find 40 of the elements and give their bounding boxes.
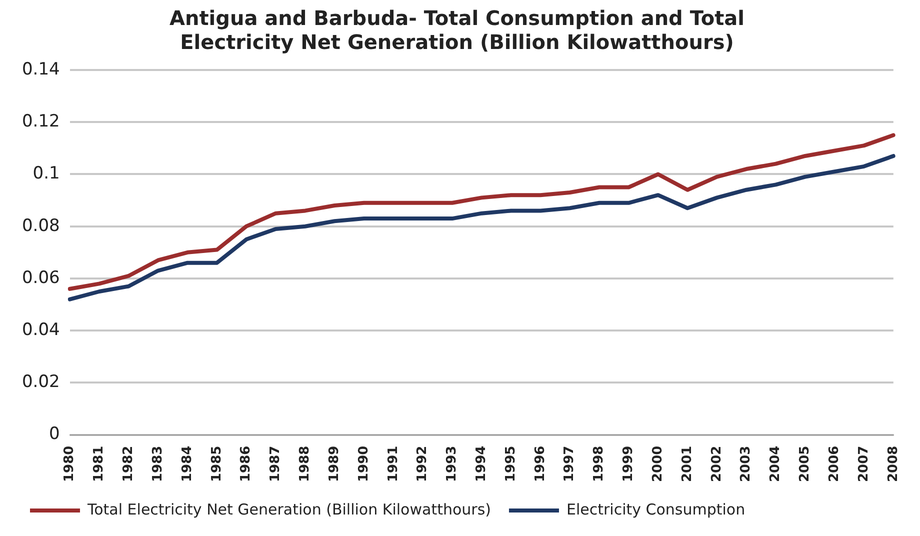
legend-label: Total Electricity Net Generation (Billion Kilowatthours) <box>86 500 491 518</box>
x-tick-label: 1991 <box>386 446 401 482</box>
y-tick-label: 0.06 <box>22 268 60 288</box>
y-tick-label: 0.12 <box>22 112 60 132</box>
x-tick-label: 2006 <box>826 446 842 482</box>
legend-label: Electricity Consumption <box>566 500 746 518</box>
x-tick-label: 1983 <box>150 446 166 482</box>
chart-title: Antigua and Barbuda- Total Consumption and Total Electricity Net Generation (Billion Kilowatthours) <box>170 6 744 54</box>
x-tick-label: 1997 <box>562 446 578 482</box>
x-tick-label: 1999 <box>621 446 636 482</box>
x-tick-label: 1988 <box>298 446 313 482</box>
x-tick-label: 1986 <box>238 446 254 482</box>
x-tick-label: 1994 <box>474 446 489 482</box>
x-tick-label: 1984 <box>180 446 195 482</box>
y-tick-label: 0.02 <box>22 372 60 392</box>
x-tick-label: 2005 <box>798 446 813 482</box>
x-tick-label: 2003 <box>738 446 754 482</box>
x-tick-label: 1981 <box>92 446 107 482</box>
x-tick-label: 1980 <box>62 446 78 482</box>
x-tick-label: 2008 <box>886 446 901 482</box>
x-tick-label: 1989 <box>326 446 342 482</box>
y-tick-label: 0.14 <box>22 59 60 80</box>
x-tick-label: 1987 <box>268 446 284 482</box>
x-tick-label: 1990 <box>356 446 372 482</box>
y-tick-label: 0 <box>49 424 60 444</box>
x-tick-label: 2000 <box>650 446 666 482</box>
y-tick-label: 0.04 <box>22 320 60 340</box>
x-tick-label: 1985 <box>209 446 224 482</box>
x-tick-label: 1982 <box>121 446 136 482</box>
x-tick-label: 2004 <box>768 446 784 482</box>
x-tick-label: 1996 <box>532 446 548 482</box>
y-tick-label: 0.08 <box>22 216 60 236</box>
y-tick-label: 0.1 <box>32 164 60 184</box>
x-tick-label: 1993 <box>444 446 460 482</box>
x-tick-label: 1998 <box>592 446 607 482</box>
x-tick-label: 2001 <box>680 446 695 482</box>
x-tick-label: 2002 <box>709 446 724 482</box>
x-tick-label: 1992 <box>415 446 430 482</box>
x-tick-label: 1995 <box>503 446 518 482</box>
x-tick-label: 2007 <box>856 446 872 482</box>
